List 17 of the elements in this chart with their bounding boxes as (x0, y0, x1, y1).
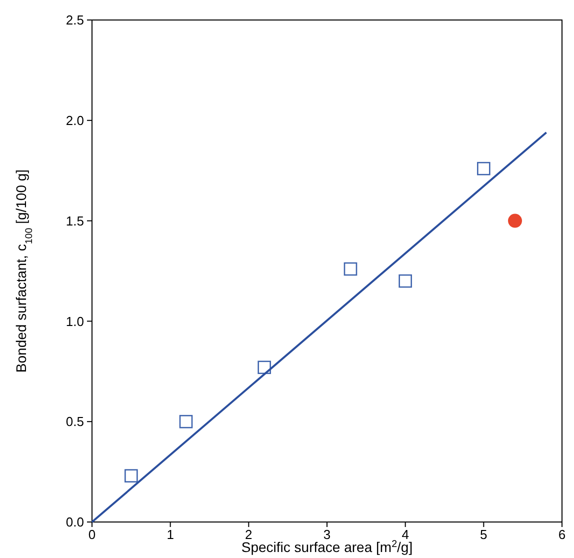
point (179, 414, 193, 428)
point (508, 214, 522, 228)
point (258, 360, 271, 374)
y-tick-label: 2.5 (66, 12, 84, 28)
y-tick-label: 1.0 (66, 314, 84, 329)
x-tick-label: 1 (166, 527, 174, 542)
y-tick-label: 1.5 (66, 213, 84, 228)
point (398, 274, 412, 288)
point (477, 162, 490, 176)
y-tick-label: 2.0 (66, 112, 84, 128)
x-tick-label: 6 (558, 527, 566, 542)
point (124, 469, 138, 482)
y-tick-label: 0.5 (66, 414, 84, 430)
point (344, 262, 358, 276)
x-tick-label: 5 (480, 527, 488, 542)
y-tick-label: 0.0 (66, 514, 84, 530)
x-tick-label: 0 (88, 527, 96, 542)
